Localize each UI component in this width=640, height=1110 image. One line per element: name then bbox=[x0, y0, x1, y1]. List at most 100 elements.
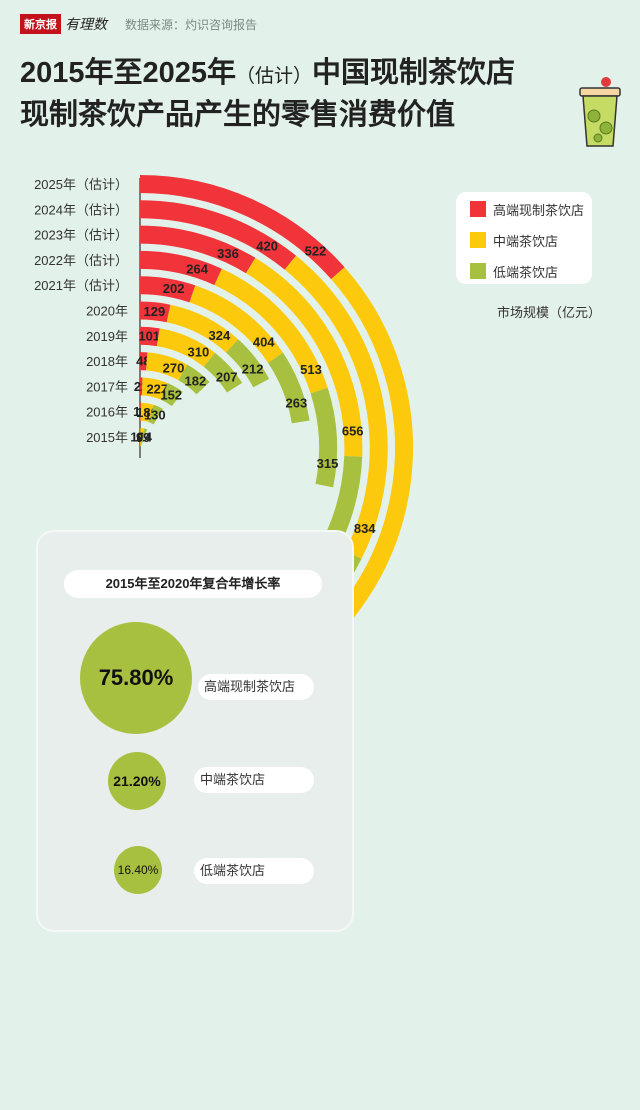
value-label-mid: 404 bbox=[253, 335, 275, 350]
cagr-value: 21.20% bbox=[113, 773, 161, 789]
legend-label: 中端茶饮店 bbox=[493, 233, 559, 249]
value-label-low: 263 bbox=[286, 395, 308, 410]
title-part-years: 2015年至2025年 bbox=[20, 57, 237, 89]
value-label-low: 99 bbox=[136, 430, 150, 445]
value-label-premium: 264 bbox=[186, 261, 208, 276]
arc-segment-mid bbox=[156, 328, 215, 368]
ring-4: 202 404 263 bbox=[139, 276, 310, 424]
legend-swatch-yellow bbox=[470, 232, 486, 248]
cagr-label-premium: 高端现制茶饮店 bbox=[198, 674, 314, 700]
legend-swatch-green bbox=[470, 263, 486, 279]
arc-segment-low bbox=[267, 352, 310, 424]
value-label-premium: 420 bbox=[256, 239, 278, 254]
value-label-low: 315 bbox=[317, 456, 339, 471]
year-label: 2021年（估计） bbox=[34, 278, 128, 293]
arc-segment-mid bbox=[214, 268, 328, 394]
legend-item-low: 低端茶饮店 bbox=[456, 257, 592, 285]
cagr-value: 16.40% bbox=[117, 863, 159, 877]
year-label: 2016年 bbox=[86, 405, 128, 420]
cagr-label-low: 低端茶饮店 bbox=[194, 858, 314, 884]
arc-segment-mid bbox=[189, 285, 284, 363]
value-label-mid: 324 bbox=[209, 328, 231, 343]
cagr-circle-mid: 21.20% bbox=[108, 752, 166, 810]
value-label-premium: 101 bbox=[138, 329, 160, 344]
value-label-mid: 656 bbox=[342, 423, 364, 438]
arc-segment-mid bbox=[145, 352, 188, 381]
value-label-mid: 124 bbox=[130, 430, 152, 445]
page-title: 2015年至2025年（估计）中国现制茶饮店 现制茶饮产品产生的零售消费价值 bbox=[20, 54, 515, 134]
arc-segment-premium bbox=[139, 326, 160, 347]
legend-swatch-red bbox=[470, 201, 486, 217]
value-label-mid: 310 bbox=[188, 345, 210, 360]
value-label-mid: 513 bbox=[300, 362, 322, 377]
arc-segment-premium bbox=[139, 276, 196, 303]
value-label-premium: 522 bbox=[305, 243, 327, 258]
chart-legend: 高端现制茶饮店 中端茶饮店 低端茶饮店 bbox=[456, 192, 592, 284]
year-label: 2025年（估计） bbox=[34, 177, 128, 192]
value-label-low: 207 bbox=[216, 369, 238, 384]
cagr-title: 2015年至2020年复合年增长率 bbox=[64, 570, 322, 598]
cagr-circle-premium: 75.80% bbox=[80, 622, 192, 734]
ring-5: 129 324 212 bbox=[139, 301, 270, 388]
value-label-mid: 227 bbox=[146, 381, 168, 396]
legend-label: 低端茶饮店 bbox=[493, 264, 559, 280]
arc-segment-mid bbox=[140, 402, 154, 423]
arc-segment-low bbox=[310, 387, 338, 488]
legend-label: 高端现制茶饮店 bbox=[493, 202, 585, 218]
header: 新京报 有理数 数据来源：灼识咨询报告 bbox=[20, 10, 257, 38]
value-label-low: 152 bbox=[160, 387, 182, 402]
arc-segment-low bbox=[178, 364, 210, 395]
title-line-1: 2015年至2025年（估计）中国现制茶饮店 bbox=[20, 54, 515, 96]
arc-segment-low bbox=[225, 339, 270, 388]
brand-sub-logo: 有理数 bbox=[65, 17, 107, 33]
arc-segment-low bbox=[160, 383, 183, 407]
arc-segment-low bbox=[203, 352, 243, 393]
arc-segment-premium bbox=[139, 301, 171, 323]
data-source: 数据来源：灼识咨询报告 bbox=[125, 17, 258, 32]
title-part-subject: 中国现制茶饮店 bbox=[312, 57, 516, 89]
title-line-2: 现制茶饮产品产生的零售消费价值 bbox=[20, 99, 456, 131]
year-label: 2015年 bbox=[86, 430, 128, 445]
value-label-premium: 336 bbox=[217, 246, 239, 261]
value-label-mid: 270 bbox=[163, 360, 185, 375]
cagr-panel: 2015年至2020年复合年增长率 高端现制茶饮店 75.80% 中端茶饮店 2… bbox=[36, 530, 354, 932]
cagr-label-mid: 中端茶饮店 bbox=[194, 767, 314, 793]
arc-segment-premium bbox=[139, 250, 222, 286]
year-label: 2017年 bbox=[86, 379, 128, 394]
tea-cup-icon bbox=[579, 77, 621, 147]
legend-item-mid: 中端茶饮店 bbox=[456, 226, 592, 254]
arc-segment-mid bbox=[166, 304, 239, 353]
cagr-circle-low: 16.40% bbox=[114, 846, 162, 894]
arc-segment-premium bbox=[139, 200, 297, 270]
arc-segment-low bbox=[140, 428, 148, 447]
arc-segment-mid bbox=[245, 257, 363, 457]
ring-6: 101 310 207 bbox=[138, 326, 243, 393]
arc-segment-mid bbox=[284, 255, 388, 559]
arc-segment-low bbox=[148, 404, 163, 425]
year-label: 2024年（估计） bbox=[34, 202, 128, 217]
value-label-premium: 129 bbox=[144, 304, 166, 319]
arc-segment-premium bbox=[139, 175, 345, 280]
value-label-low: 130 bbox=[144, 407, 166, 422]
cagr-value: 75.80% bbox=[98, 665, 174, 690]
brand-logo: 新京报 bbox=[20, 14, 61, 34]
value-label-premium: 202 bbox=[163, 281, 185, 296]
arc-segment-mid bbox=[141, 377, 168, 400]
year-label: 2020年 bbox=[86, 304, 128, 319]
year-label: 2022年（估计） bbox=[34, 253, 128, 268]
arc-segment-premium bbox=[139, 225, 256, 274]
year-label: 2019年 bbox=[86, 329, 128, 344]
value-label-mid: 834 bbox=[354, 521, 376, 536]
unit-label: 市场规模（亿元） bbox=[497, 305, 602, 320]
ring-3: 264 513 315 bbox=[139, 250, 339, 488]
value-label-low: 182 bbox=[185, 374, 207, 389]
year-label: 2023年（估计） bbox=[34, 228, 128, 243]
year-label: 2018年 bbox=[86, 354, 128, 369]
title-part-estimate: （估计） bbox=[236, 66, 313, 87]
value-label-premium: 8 bbox=[136, 430, 143, 445]
legend-item-premium: 高端现制茶饮店 bbox=[456, 195, 592, 223]
